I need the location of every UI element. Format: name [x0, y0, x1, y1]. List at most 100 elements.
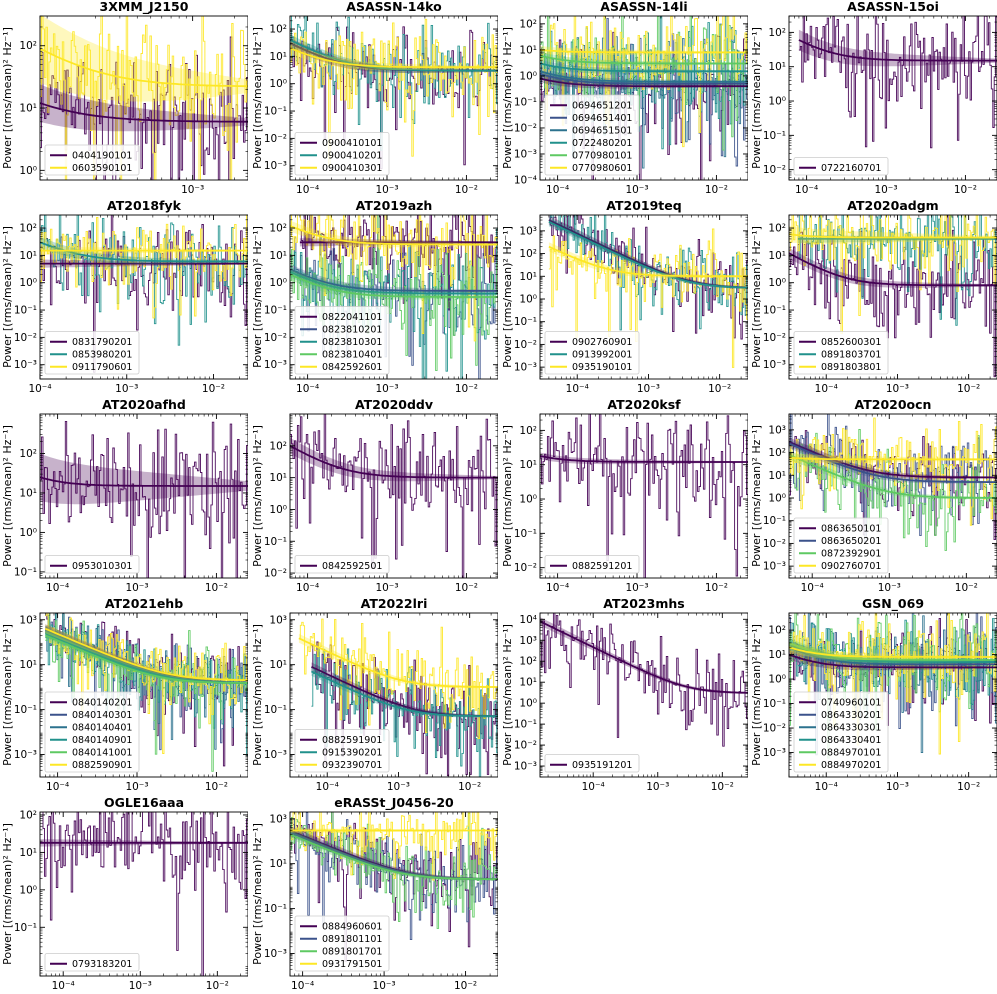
- y-tick-label: 10¹: [519, 677, 537, 689]
- chart-panel: 3XMM_J2150 10⁻³ 10⁰ 10¹ 10² Frequency [Hz] Pow…: [0, 0, 248, 198]
- y-tick-label: 10⁻²: [514, 562, 537, 574]
- chart-title: ASASSN-14li: [600, 0, 688, 14]
- chart-panel: AT2022lri 10⁻⁴ 10⁻³ 10⁻² 10⁻³ 10⁻¹ 10¹ 10³ Frequ…: [250, 597, 498, 795]
- x-tick-label: 10⁻⁴: [46, 781, 69, 793]
- x-tick-label: 10⁻⁴: [296, 383, 319, 395]
- chart-svg: 10⁻⁴ 10⁻³ 10⁻² 10⁻³ 10⁻² 10⁻¹ 10⁰ 10¹ 10² 10³ Freq…: [501, 214, 748, 397]
- legend-label: 0902760901: [572, 337, 632, 348]
- periodogram-series: [548, 215, 748, 331]
- y-axis-label: Power [(rms/mean)² Hz⁻¹]: [501, 27, 514, 169]
- y-tick-label: 10⁻²: [514, 740, 537, 752]
- y-tick-label: 10⁻¹: [14, 704, 37, 716]
- y-axis-label: Power [(rms/mean)² Hz⁻¹]: [501, 226, 514, 368]
- legend-label: 0891801701: [322, 947, 382, 958]
- chart-panel: ASASSN-14li 10⁻⁴ 10⁻³ 10⁻² 10⁻⁴ 10⁻³ 10⁻² 10⁻¹ 1…: [500, 0, 748, 198]
- x-tick-label: 10⁻⁴: [815, 383, 838, 395]
- axes-frame: [289, 612, 498, 778]
- y-axis-label: Power [(rms/mean)² Hz⁻¹]: [501, 425, 514, 567]
- chart-svg: 10⁻⁴ 10⁻³ 10⁻² 10⁻³ 10⁻² 10⁻¹ 10⁰ 10¹ 10² 10³ 10⁴ F…: [501, 612, 748, 795]
- plot-area: [44, 613, 248, 772]
- fit-model-line: [540, 72, 748, 85]
- fit-confidence-band: [45, 624, 248, 681]
- x-tick-label: 10⁻²: [957, 781, 980, 793]
- legend-box: [44, 953, 140, 972]
- y-tick-label: 10²: [269, 24, 287, 36]
- y-tick-label: 10⁻²: [264, 133, 287, 145]
- chart-title: eRASSt_J0456-20: [334, 795, 454, 810]
- legend-label: 0694651401: [572, 113, 632, 124]
- x-tick-label: 10⁻³: [125, 781, 148, 793]
- legend-label: 0931791501: [322, 959, 382, 970]
- legend-label: 0864330201: [821, 710, 881, 721]
- chart-svg: 10⁻⁴ 10⁻³ 10⁻² 10⁻⁴ 10⁻³ 10⁻² 10⁻¹ 10⁰ 10¹ 10² Fre…: [501, 15, 748, 198]
- y-tick-label: 10³: [768, 424, 786, 436]
- x-tick-label: 10⁻⁴: [46, 582, 69, 594]
- chart-panel: AT2020ddv 10⁻⁴ 10⁻³ 10⁻² 10⁻² 10⁻¹ 10⁰ 10¹ 10² Fr…: [250, 398, 498, 596]
- y-tick-label: 10¹: [19, 250, 37, 262]
- x-tick-label: 10⁻²: [205, 582, 228, 594]
- chart-title: AT2022lri: [360, 596, 428, 611]
- chart-panel: ASASSN-14ko 10⁻⁴ 10⁻³ 10⁻² 10⁻³ 10⁻² 10⁻¹ 10⁰ 10…: [250, 0, 498, 198]
- y-tick-label: 10⁰: [519, 698, 537, 710]
- periodogram-series: [798, 16, 997, 149]
- legend-label: 0891801101: [322, 934, 382, 945]
- legend-label: 0853980201: [72, 350, 132, 361]
- legend-label: 0882591901: [322, 735, 382, 746]
- axes-frame: [788, 15, 997, 181]
- y-tick-label: 10¹: [768, 649, 786, 661]
- plot-area: [540, 613, 748, 747]
- fit-confidence-band: [290, 830, 498, 881]
- chart-title: AT2019teq: [606, 198, 682, 213]
- fit-model-line: [798, 39, 997, 62]
- fit-model-line: [290, 225, 498, 246]
- chart-svg: 10⁻⁴ 10⁻³ 10⁻² 10⁻³ 10⁻² 10⁻¹ 10⁰ 10¹ 10² Frequen…: [750, 612, 997, 795]
- legend-label: 0884970201: [821, 760, 881, 771]
- chart-svg: 10⁻⁴ 10⁻³ 10⁻² 10⁻¹ 10⁰ 10¹ 10² Frequency [Hz] P…: [1, 413, 248, 596]
- periodogram-series: [40, 16, 248, 180]
- legend-box: [294, 915, 390, 972]
- y-tick-label: 10⁻²: [514, 339, 537, 351]
- plot-area: [40, 812, 248, 976]
- y-tick-label: 10¹: [768, 61, 786, 73]
- x-axis-label: Frequency [Hz]: [601, 794, 688, 795]
- legend-label: 0882590901: [72, 760, 132, 771]
- fit-model-line: [311, 670, 498, 718]
- legend-label: 0842592601: [322, 362, 382, 373]
- legend-box: [544, 754, 640, 773]
- chart-title: 3XMM_J2150: [99, 0, 189, 14]
- y-tick-label: 10²: [519, 18, 537, 30]
- y-axis-label: Power [(rms/mean)² Hz⁻¹]: [1, 27, 14, 169]
- y-tick-label: 10⁻³: [514, 761, 537, 773]
- y-tick-label: 10⁻³: [514, 148, 537, 160]
- fit-model-line: [789, 252, 997, 287]
- x-axis-label: Frequency [Hz]: [101, 197, 188, 198]
- plot-area: [40, 420, 248, 578]
- x-tick-label: 10⁻²: [705, 582, 728, 594]
- y-tick-label: 10⁻¹: [14, 566, 37, 578]
- y-tick-label: 10⁰: [19, 165, 37, 177]
- x-tick-label: 10⁻³: [375, 383, 398, 395]
- legend-label: 0722480201: [572, 138, 632, 149]
- chart-title: AT2020ksf: [607, 397, 681, 412]
- legend-label: 0852600301: [821, 337, 881, 348]
- y-tick-label: 10⁻³: [14, 749, 37, 761]
- axes-frame: [788, 612, 997, 778]
- plot-area: [798, 16, 997, 149]
- x-axis-label: Frequency [Hz]: [101, 396, 188, 397]
- legend-box: [44, 691, 140, 773]
- chart-title: AT2020adgm: [847, 198, 939, 213]
- fit-confidence-band: [40, 453, 248, 505]
- y-tick-label: 10¹: [269, 472, 287, 484]
- periodogram-series: [540, 414, 748, 578]
- y-tick-label: 10⁻³: [264, 160, 287, 172]
- y-tick-label: 10⁻²: [264, 332, 287, 344]
- periodogram-series: [40, 36, 248, 180]
- y-tick-label: 10²: [269, 223, 287, 235]
- y-tick-label: 10⁻²: [763, 723, 786, 735]
- x-tick-label: 10⁻²: [455, 184, 478, 196]
- legend-box: [44, 144, 140, 176]
- y-tick-label: 10¹: [19, 847, 37, 859]
- x-tick-label: 10⁻²: [455, 582, 478, 594]
- y-tick-label: 10⁰: [19, 884, 37, 896]
